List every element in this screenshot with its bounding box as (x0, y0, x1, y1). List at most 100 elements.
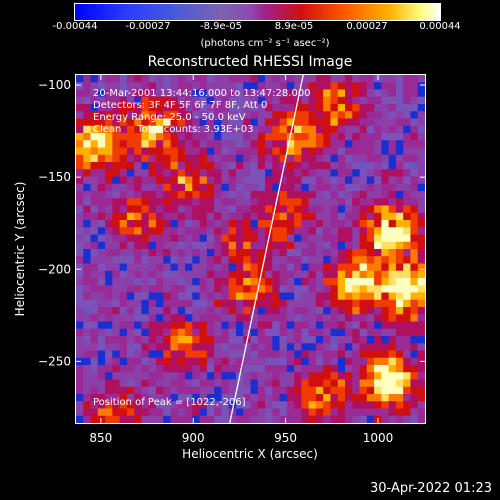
heatmap-pixel (126, 104, 135, 112)
heatmap-pixel (374, 125, 382, 134)
heatmap-pixel (301, 212, 310, 221)
heatmap-pixel (366, 176, 375, 185)
heatmap-pixel (330, 183, 339, 192)
heatmap-pixel (185, 133, 193, 141)
heatmap-pixel (76, 82, 84, 91)
heatmap-pixel (141, 198, 150, 207)
heatmap-pixel (323, 278, 332, 286)
heatmap-pixel (163, 292, 172, 301)
heatmap-pixel (192, 379, 201, 388)
colorbar-tick: -0.00044 (52, 21, 98, 32)
heatmap-pixel (155, 241, 164, 250)
heatmap-pixel (83, 357, 92, 366)
heatmap-pixel (126, 263, 135, 272)
heatmap-pixel (192, 256, 201, 265)
heatmap-pixel (119, 256, 128, 265)
heatmap-pixel (315, 198, 324, 207)
heatmap-pixel (410, 82, 419, 91)
heatmap-pixel (199, 321, 208, 330)
heatmap-pixel (388, 75, 397, 83)
heatmap-pixel (243, 205, 252, 214)
heatmap-pixel (206, 198, 215, 207)
heatmap-pixel (359, 183, 368, 192)
heatmap-pixel (308, 111, 317, 120)
heatmap-pixel (337, 89, 346, 98)
heatmap-pixel (345, 89, 353, 98)
heatmap-pixel (90, 278, 99, 286)
heatmap-pixel (374, 169, 382, 178)
heatmap-pixel (90, 82, 99, 91)
heatmap-pixel (235, 256, 244, 265)
heatmap-pixel (359, 270, 368, 279)
heatmap-pixel (214, 350, 223, 359)
heatmap-pixel (403, 169, 412, 178)
heatmap-pixel (228, 321, 237, 330)
heatmap-pixel (134, 212, 143, 221)
heatmap-pixel (345, 299, 353, 308)
heatmap-pixel (366, 321, 375, 330)
heatmap-pixel (337, 140, 346, 149)
heatmap-pixel (286, 321, 295, 330)
heatmap-pixel (388, 154, 397, 163)
heatmap-pixel (352, 234, 361, 243)
heatmap-pixel (177, 198, 186, 207)
heatmap-pixel (119, 401, 128, 410)
heatmap-pixel (315, 415, 324, 423)
heatmap-pixel (366, 154, 375, 163)
heatmap-pixel (403, 292, 412, 301)
heatmap-pixel (381, 205, 390, 214)
heatmap-pixel (308, 321, 317, 330)
heatmap-pixel (235, 328, 244, 337)
heatmap-pixel (177, 379, 186, 388)
heatmap-pixel (83, 408, 92, 417)
heatmap-pixel (90, 162, 99, 170)
heatmap-pixel (359, 169, 368, 178)
heatmap-pixel (366, 118, 375, 127)
heatmap-pixel (192, 162, 201, 170)
heatmap-pixel (388, 162, 397, 170)
heatmap-pixel (192, 365, 201, 373)
heatmap-pixel (301, 263, 310, 272)
heatmap-pixel (410, 379, 419, 388)
heatmap-pixel (345, 104, 353, 112)
heatmap-pixel (148, 89, 157, 98)
heatmap-pixel (206, 278, 215, 286)
heatmap-pixel (265, 82, 273, 91)
heatmap-pixel (330, 336, 339, 344)
heatmap-pixel (90, 133, 99, 141)
heatmap-pixel (221, 176, 230, 185)
heatmap-pixel (163, 278, 172, 286)
heatmap-pixel (148, 256, 157, 265)
heatmap-pixel (257, 154, 266, 163)
heatmap-pixel (199, 336, 208, 344)
heatmap-pixel (141, 133, 150, 141)
heatmap-pixel (119, 176, 128, 185)
heatmap-pixel (403, 154, 412, 163)
heatmap-pixel (352, 133, 361, 141)
heatmap-pixel (272, 183, 281, 192)
heatmap-pixel (352, 183, 361, 192)
heatmap-pixel (126, 270, 135, 279)
heatmap-pixel (352, 314, 361, 323)
heatmap-pixel (388, 343, 397, 352)
heatmap-pixel (90, 328, 99, 337)
heatmap-pixel (265, 147, 273, 156)
heatmap-pixel (301, 191, 310, 199)
heatmap-pixel (265, 299, 273, 308)
heatmap-pixel (374, 314, 382, 323)
heatmap-pixel (294, 205, 302, 214)
heatmap-pixel (199, 386, 208, 395)
heatmap-pixel (417, 176, 425, 185)
heatmap-pixel (417, 299, 425, 308)
heatmap-pixel (366, 408, 375, 417)
heatmap-pixel (257, 104, 266, 112)
heatmap-pixel (163, 343, 172, 352)
heatmap-pixel (286, 386, 295, 395)
heatmap-pixel (177, 118, 186, 127)
heatmap-pixel (243, 147, 252, 156)
heatmap-pixel (126, 307, 135, 315)
heatmap-pixel (97, 256, 106, 265)
heatmap-pixel (279, 350, 288, 359)
heatmap-pixel (105, 263, 113, 272)
heatmap-pixel (163, 263, 172, 272)
